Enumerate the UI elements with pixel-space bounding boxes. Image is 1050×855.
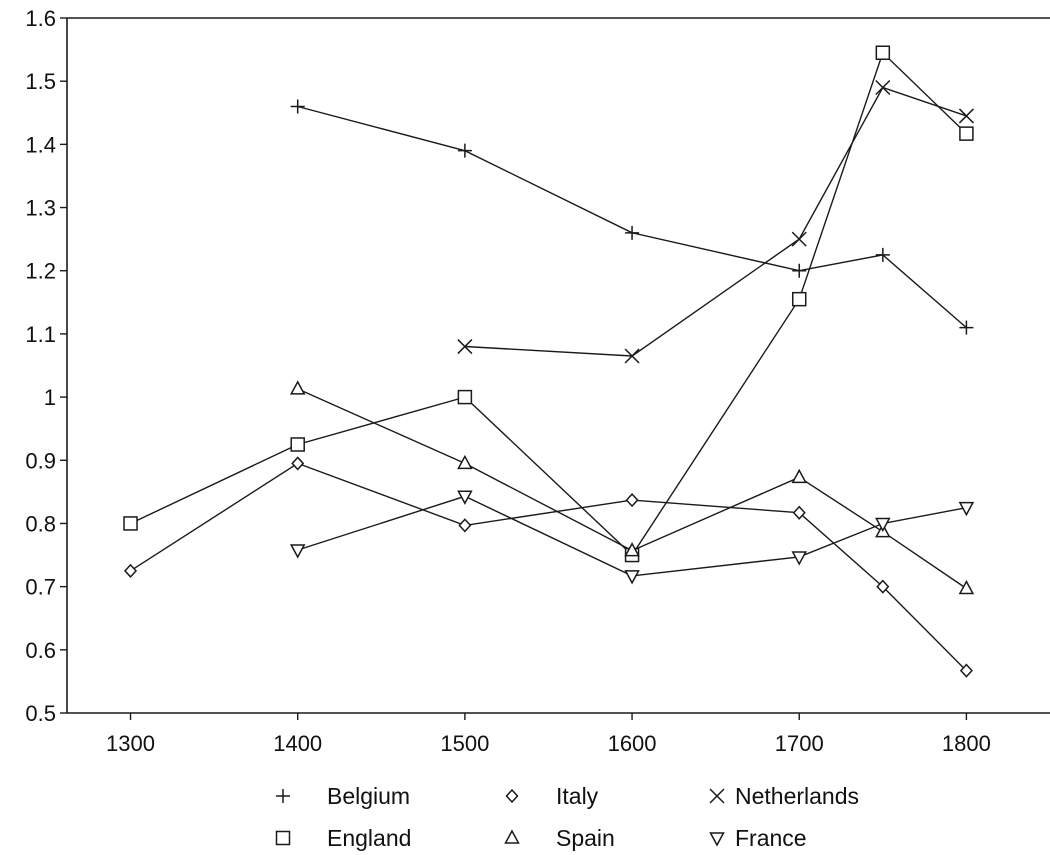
y-tick-label: 1.6: [25, 6, 56, 31]
data-point-netherlands: [875, 79, 891, 96]
data-point-belgium: [625, 225, 640, 240]
legend-item-england: England: [275, 825, 411, 851]
legend: Belgium Italy Netherlands England Spain Franc…: [275, 783, 859, 851]
x-tick-label: 1300: [106, 731, 155, 756]
series-line-belgium: [297, 105, 967, 329]
legend-marker-france: [709, 832, 725, 847]
data-point-spain: [457, 454, 473, 470]
axes: 0.5 0.6 0.7 0.8 0.9 1 1.1 1.2 1.3 1.4 1.5 1.6 1300 14…: [25, 6, 1050, 756]
y-tick-label: 0.8: [25, 511, 56, 536]
data-point-belgium: [290, 99, 305, 114]
data-point-spain: [624, 542, 640, 557]
series-line-england: [130, 51, 967, 557]
data-point-belgium: [792, 263, 807, 278]
data-point-italy: [458, 518, 472, 533]
legend-item-spain: Spain: [504, 825, 615, 851]
data-point-england: [123, 516, 138, 531]
data-point-netherlands: [624, 348, 640, 364]
data-point-england: [290, 437, 305, 452]
legend-label: Belgium: [327, 783, 410, 809]
data-point-england: [457, 389, 473, 405]
y-tick-label: 1.5: [25, 69, 56, 94]
x-tick-label: 1400: [273, 731, 322, 756]
data-point-france: [624, 570, 640, 585]
series-belgium: [290, 99, 974, 335]
series-line-spain: [297, 388, 967, 590]
legend-marker-italy: [505, 788, 519, 804]
legend-label: Italy: [556, 783, 599, 809]
legend-item-italy: Italy: [505, 783, 599, 809]
plot-area: [123, 45, 975, 678]
legend-item-belgium: Belgium: [276, 783, 410, 809]
data-point-netherlands: [457, 339, 473, 355]
y-tick-label: 1.2: [25, 259, 56, 284]
data-point-netherlands: [958, 108, 974, 124]
y-tick-label: 0.6: [25, 638, 56, 663]
data-point-belgium: [959, 320, 974, 335]
data-point-belgium: [457, 143, 472, 158]
data-point-spain: [791, 468, 807, 484]
data-point-netherlands: [791, 231, 807, 247]
data-point-france: [457, 490, 473, 505]
data-point-italy: [291, 456, 305, 471]
x-tick-label: 1500: [440, 731, 489, 756]
series-line-france: [297, 495, 967, 577]
series-line-netherlands: [464, 86, 967, 357]
x-tick-label: 1700: [775, 731, 824, 756]
legend-label: England: [327, 825, 411, 851]
legend-marker-belgium: [276, 789, 290, 803]
series-line-italy: [130, 462, 967, 672]
data-point-italy: [124, 563, 138, 578]
x-tick-label: 1600: [608, 731, 657, 756]
data-point-italy: [792, 505, 806, 520]
data-point-france: [875, 517, 891, 533]
data-point-france: [791, 551, 807, 566]
y-tick-label: 1.3: [25, 196, 56, 221]
series-netherlands: [457, 79, 974, 364]
data-point-france: [958, 501, 975, 517]
data-point-spain: [958, 579, 975, 595]
series-france: [289, 490, 975, 585]
y-tick-label: 0.5: [25, 701, 56, 726]
legend-item-netherlands: Netherlands: [709, 783, 859, 809]
y-tick-label: 0.7: [25, 575, 56, 600]
legend-label: Netherlands: [735, 783, 859, 809]
legend-marker-england: [275, 830, 291, 846]
y-tick-label: 1.4: [25, 132, 56, 157]
legend-label: Spain: [556, 825, 615, 851]
series-england: [123, 45, 974, 563]
data-point-italy: [625, 492, 639, 508]
data-point-belgium: [875, 247, 890, 262]
y-tick-label: 1: [44, 385, 56, 410]
y-tick-label: 0.9: [25, 448, 56, 473]
data-point-france: [289, 544, 306, 559]
series-spain: [289, 380, 975, 595]
data-point-england: [875, 45, 891, 60]
x-tick-label: 1800: [942, 731, 991, 756]
legend-marker-netherlands: [709, 788, 725, 804]
legend-label: France: [735, 825, 807, 851]
legend-item-france: France: [709, 825, 807, 851]
legend-marker-spain: [504, 829, 520, 844]
data-point-italy: [959, 663, 973, 678]
series-italy: [124, 456, 973, 678]
data-point-england: [959, 126, 974, 141]
data-point-italy: [876, 579, 890, 594]
data-point-spain: [289, 380, 306, 395]
data-point-england: [791, 291, 807, 307]
y-tick-label: 1.1: [25, 322, 56, 347]
